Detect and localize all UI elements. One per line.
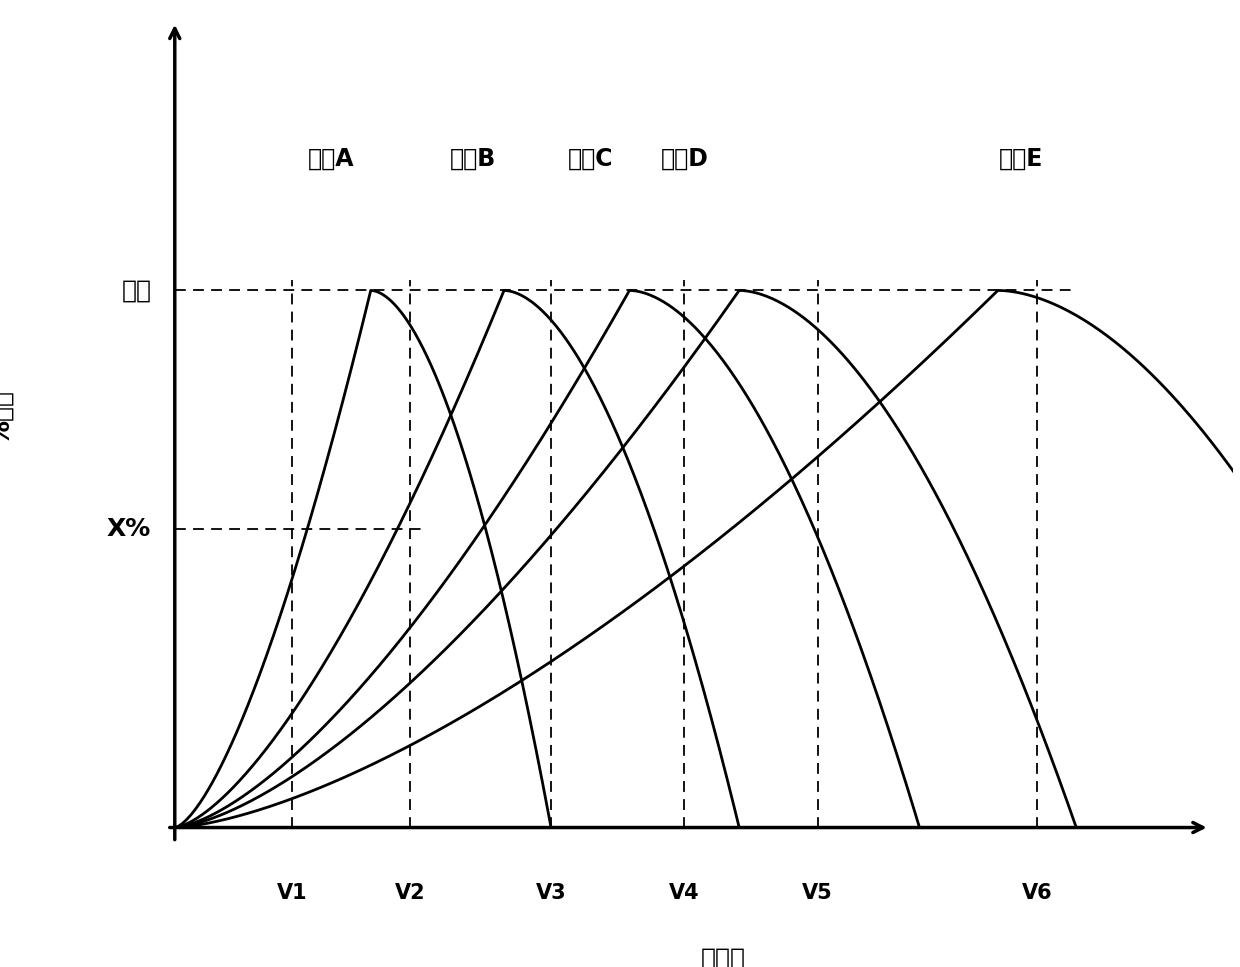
Text: V3: V3 [536,884,567,903]
Text: 曲线C: 曲线C [568,147,613,171]
Text: V4: V4 [670,884,699,903]
Text: V5: V5 [802,884,833,903]
Text: V1: V1 [277,884,308,903]
Text: %效率: %效率 [0,390,15,445]
Text: 峰值: 峰值 [122,278,151,303]
Text: 曲线D: 曲线D [661,147,708,171]
Text: X%: X% [107,517,151,542]
Text: 曲线A: 曲线A [309,147,355,171]
Text: 曲线E: 曲线E [999,147,1044,171]
Text: 角速度: 角速度 [701,947,746,967]
Text: V2: V2 [394,884,425,903]
Text: V6: V6 [1022,884,1053,903]
Text: 曲线B: 曲线B [450,147,496,171]
